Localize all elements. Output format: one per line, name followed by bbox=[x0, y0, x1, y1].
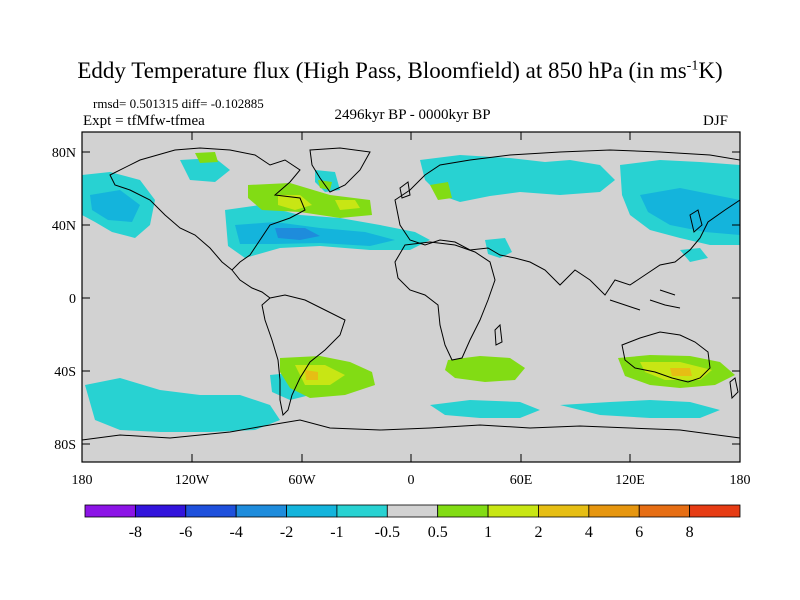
patch-positive-labrador-core2 bbox=[335, 200, 360, 210]
longitude-axis: 180 120W 60W 0 60E 120E 180 bbox=[72, 132, 751, 488]
colorbar-swatch bbox=[185, 504, 237, 518]
colorbar-swatch bbox=[286, 504, 338, 518]
lon-tick-label: 60E bbox=[510, 473, 533, 488]
colorbar-label: 4 bbox=[585, 524, 593, 541]
colorbar-label: -6 bbox=[179, 524, 192, 541]
colorbar-swatch bbox=[134, 504, 187, 518]
lon-tick-label: 120W bbox=[175, 473, 210, 488]
coastline-japan bbox=[689, 209, 703, 233]
colorbar-label: 0.5 bbox=[428, 524, 448, 541]
colorbar-swatch bbox=[638, 504, 691, 518]
rmsd-diff-label: rmsd= 0.501315 diff= -0.102885 bbox=[93, 96, 264, 111]
coastline-southeast-asia-islands bbox=[609, 289, 681, 311]
chart-title: Eddy Temperature flux (High Pass, Bloomf… bbox=[77, 58, 723, 83]
experiment-label: Expt = tfMfw-tfmea bbox=[83, 113, 205, 129]
lat-tick-label: 80N bbox=[52, 146, 76, 161]
colorbar-label: 8 bbox=[686, 524, 694, 541]
colorbar-label: -4 bbox=[229, 524, 242, 541]
colorbar-swatch bbox=[386, 504, 439, 518]
season-label: DJF bbox=[703, 113, 729, 129]
lat-tick-label: 40S bbox=[54, 365, 76, 380]
coastline-australia bbox=[621, 331, 711, 383]
coastlines bbox=[81, 147, 741, 441]
lat-tick-label: 80S bbox=[54, 438, 76, 453]
patch-positive-south-africa bbox=[445, 356, 525, 382]
colorbar-swatch bbox=[84, 504, 136, 518]
coastline-south-america bbox=[261, 294, 346, 417]
lon-tick-label: 180 bbox=[72, 473, 93, 488]
colorbar-label: 6 bbox=[635, 524, 643, 541]
patch-positive-south-america-max bbox=[305, 370, 318, 380]
patch-middle-east bbox=[485, 238, 512, 258]
colorbar-label: -2 bbox=[280, 524, 293, 541]
colorbar-label: -1 bbox=[330, 524, 343, 541]
coastline-north-america bbox=[109, 147, 306, 271]
colorbar-swatch bbox=[588, 504, 640, 518]
lat-tick-label: 0 bbox=[69, 292, 76, 307]
lat-tick-label: 40N bbox=[52, 219, 76, 234]
patch-positive-alaska bbox=[195, 152, 218, 163]
colorbar-label: 1 bbox=[484, 524, 492, 541]
colorbar-swatch bbox=[336, 504, 388, 518]
coastline-africa bbox=[394, 241, 496, 361]
colorbar-swatch bbox=[235, 504, 287, 518]
colorbar-swatch bbox=[538, 504, 590, 518]
patch-arctic-europe bbox=[420, 155, 615, 202]
latitude-axis: 80N 40N 0 40S 80S bbox=[52, 146, 740, 453]
coastline-antarctica bbox=[81, 419, 741, 441]
patch-north-pacific-west-core bbox=[90, 190, 140, 222]
coastline-uk bbox=[399, 181, 411, 199]
colorbar-swatch bbox=[689, 504, 741, 518]
lon-tick-label: 0 bbox=[408, 473, 415, 488]
lon-tick-label: 180 bbox=[730, 473, 751, 488]
patch-asia-pacific-core bbox=[640, 188, 740, 235]
coastline-greenland bbox=[309, 147, 371, 193]
map-area bbox=[81, 131, 741, 463]
patch-pacific-small bbox=[680, 248, 708, 262]
patch-positive-australia-max bbox=[670, 368, 692, 376]
title-superscript: -1 bbox=[686, 58, 699, 74]
coastline-madagascar bbox=[494, 323, 503, 346]
lon-tick-label: 60W bbox=[288, 473, 316, 488]
colorbar-swatch bbox=[437, 504, 489, 518]
colorbar-swatch bbox=[487, 504, 539, 518]
anomaly-patches bbox=[82, 152, 740, 432]
patch-northwest-america bbox=[180, 158, 230, 182]
coastline-central-america bbox=[231, 269, 271, 299]
patch-north-atlantic-deep bbox=[275, 228, 320, 240]
patch-south-pacific-east bbox=[85, 378, 280, 432]
patch-southern-ocean-atlantic bbox=[430, 400, 540, 418]
colorbar: -8 -6 -4 -2 -1 -0.5 0.5 1 2 4 6 8 bbox=[84, 504, 741, 541]
lon-tick-label: 120E bbox=[615, 473, 645, 488]
colorbar-label: -0.5 bbox=[375, 524, 400, 541]
patch-southern-ocean-indian bbox=[560, 400, 720, 418]
colorbar-label: 2 bbox=[534, 524, 542, 541]
coastline-new-zealand bbox=[729, 377, 739, 400]
patch-positive-scandinavia bbox=[430, 182, 452, 200]
period-label: 2496kyr BP - 0000kyr BP bbox=[334, 107, 491, 123]
colorbar-label: -8 bbox=[129, 524, 142, 541]
